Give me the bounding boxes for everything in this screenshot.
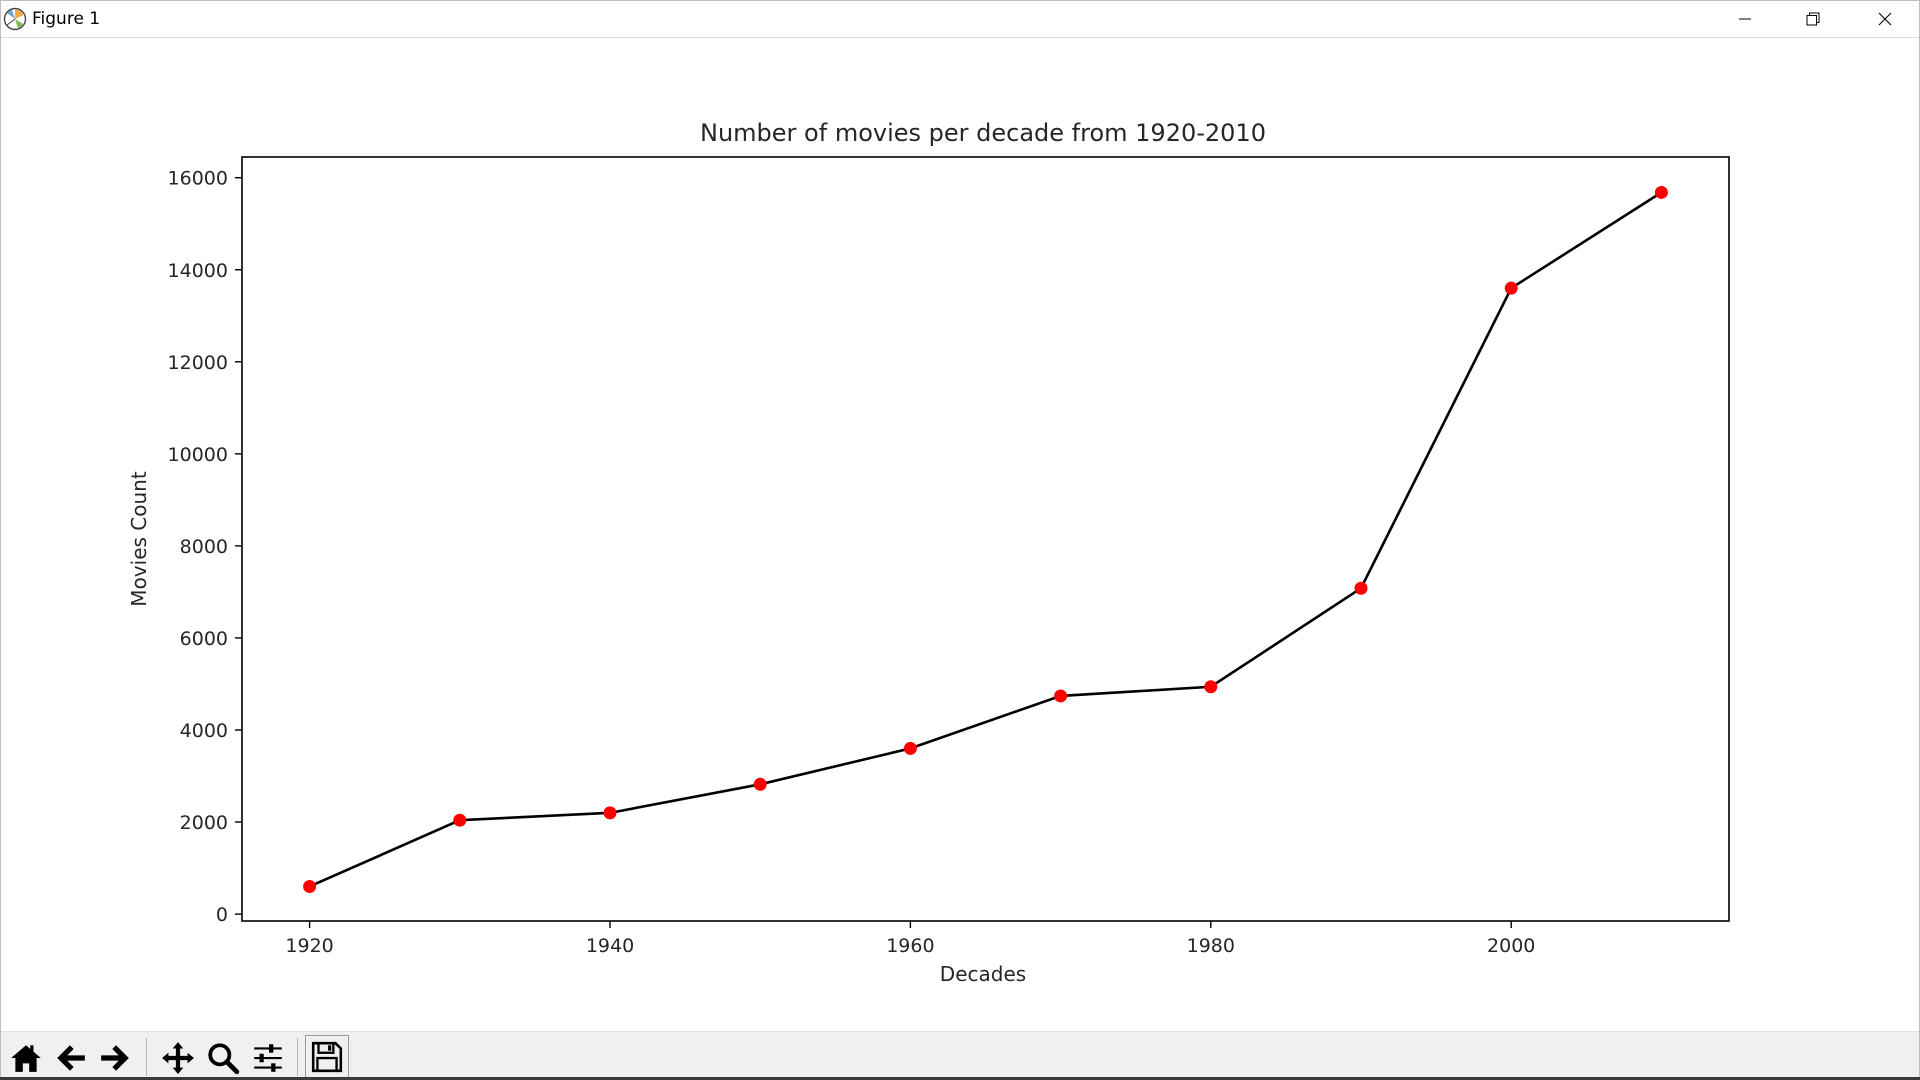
pan-button[interactable] [157,1037,199,1079]
window-title: Figure 1 [32,9,101,29]
toolbar-separator [297,1038,298,1076]
back-button[interactable] [50,1037,92,1079]
y-axis: 0 2000 4000 6000 8000 10000 12000 14000 16000 [168,168,242,926]
save-icon [311,1041,343,1073]
series-markers [303,185,1668,893]
data-point-marker [1654,185,1668,199]
y-tick-label: 0 [216,904,228,926]
data-point-marker [453,813,467,827]
y-tick-label: 10000 [168,444,228,466]
line-chart: Number of movies per decade from 1920-20… [127,119,1730,986]
home-icon [11,1045,41,1072]
data-point-marker [1354,581,1368,595]
save-button[interactable] [305,1035,349,1079]
data-point-marker [903,741,917,755]
window-bottom-edge [0,1077,1920,1080]
x-axis-label: Decades [940,962,1026,986]
x-tick-label: 1980 [1187,935,1235,957]
navigation-toolbar [1,1031,1919,1080]
back-arrow-icon [57,1045,85,1071]
minimize-icon [1739,18,1751,20]
data-point-marker [753,777,767,791]
x-tick-label: 1920 [285,935,333,957]
configure-subplots-button[interactable] [247,1037,289,1079]
close-icon [1878,12,1892,26]
y-axis-label: Movies Count [127,471,151,607]
data-point-marker [303,879,317,893]
figure-canvas[interactable]: Number of movies per decade from 1920-20… [1,38,1919,1031]
x-tick-label: 2000 [1487,935,1535,957]
pan-icon [162,1042,194,1074]
y-tick-label: 12000 [168,352,228,374]
chart-title: Number of movies per decade from 1920-20… [700,119,1266,147]
data-point-marker [1504,281,1518,295]
y-tick-label: 4000 [180,720,228,742]
zoom-icon [208,1043,240,1075]
plot-area [241,156,1730,922]
minimize-button[interactable] [1711,1,1779,37]
restore-button[interactable] [1779,1,1847,37]
x-tick-label: 1960 [886,935,934,957]
forward-arrow-icon [101,1045,129,1071]
y-tick-label: 8000 [180,536,228,558]
restore-icon [1806,12,1820,26]
title-bar[interactable]: Figure 1 [1,1,1919,38]
forward-button[interactable] [94,1037,136,1079]
x-axis: 1920 1940 1960 1980 2000 [285,921,1535,957]
close-button[interactable] [1851,1,1919,37]
y-tick-label: 16000 [168,168,228,190]
y-tick-label: 6000 [180,628,228,650]
zoom-button[interactable] [202,1037,244,1079]
data-point-marker [1054,689,1068,703]
configure-subplots-icon [254,1044,282,1072]
matplotlib-logo-icon [3,7,27,31]
x-tick-label: 1940 [586,935,634,957]
y-tick-label: 2000 [180,812,228,834]
y-tick-label: 14000 [168,260,228,282]
data-point-marker [1204,680,1218,694]
home-button[interactable] [5,1037,47,1079]
series-line [309,191,1663,888]
data-point-marker [603,806,617,820]
toolbar-separator [146,1038,147,1076]
